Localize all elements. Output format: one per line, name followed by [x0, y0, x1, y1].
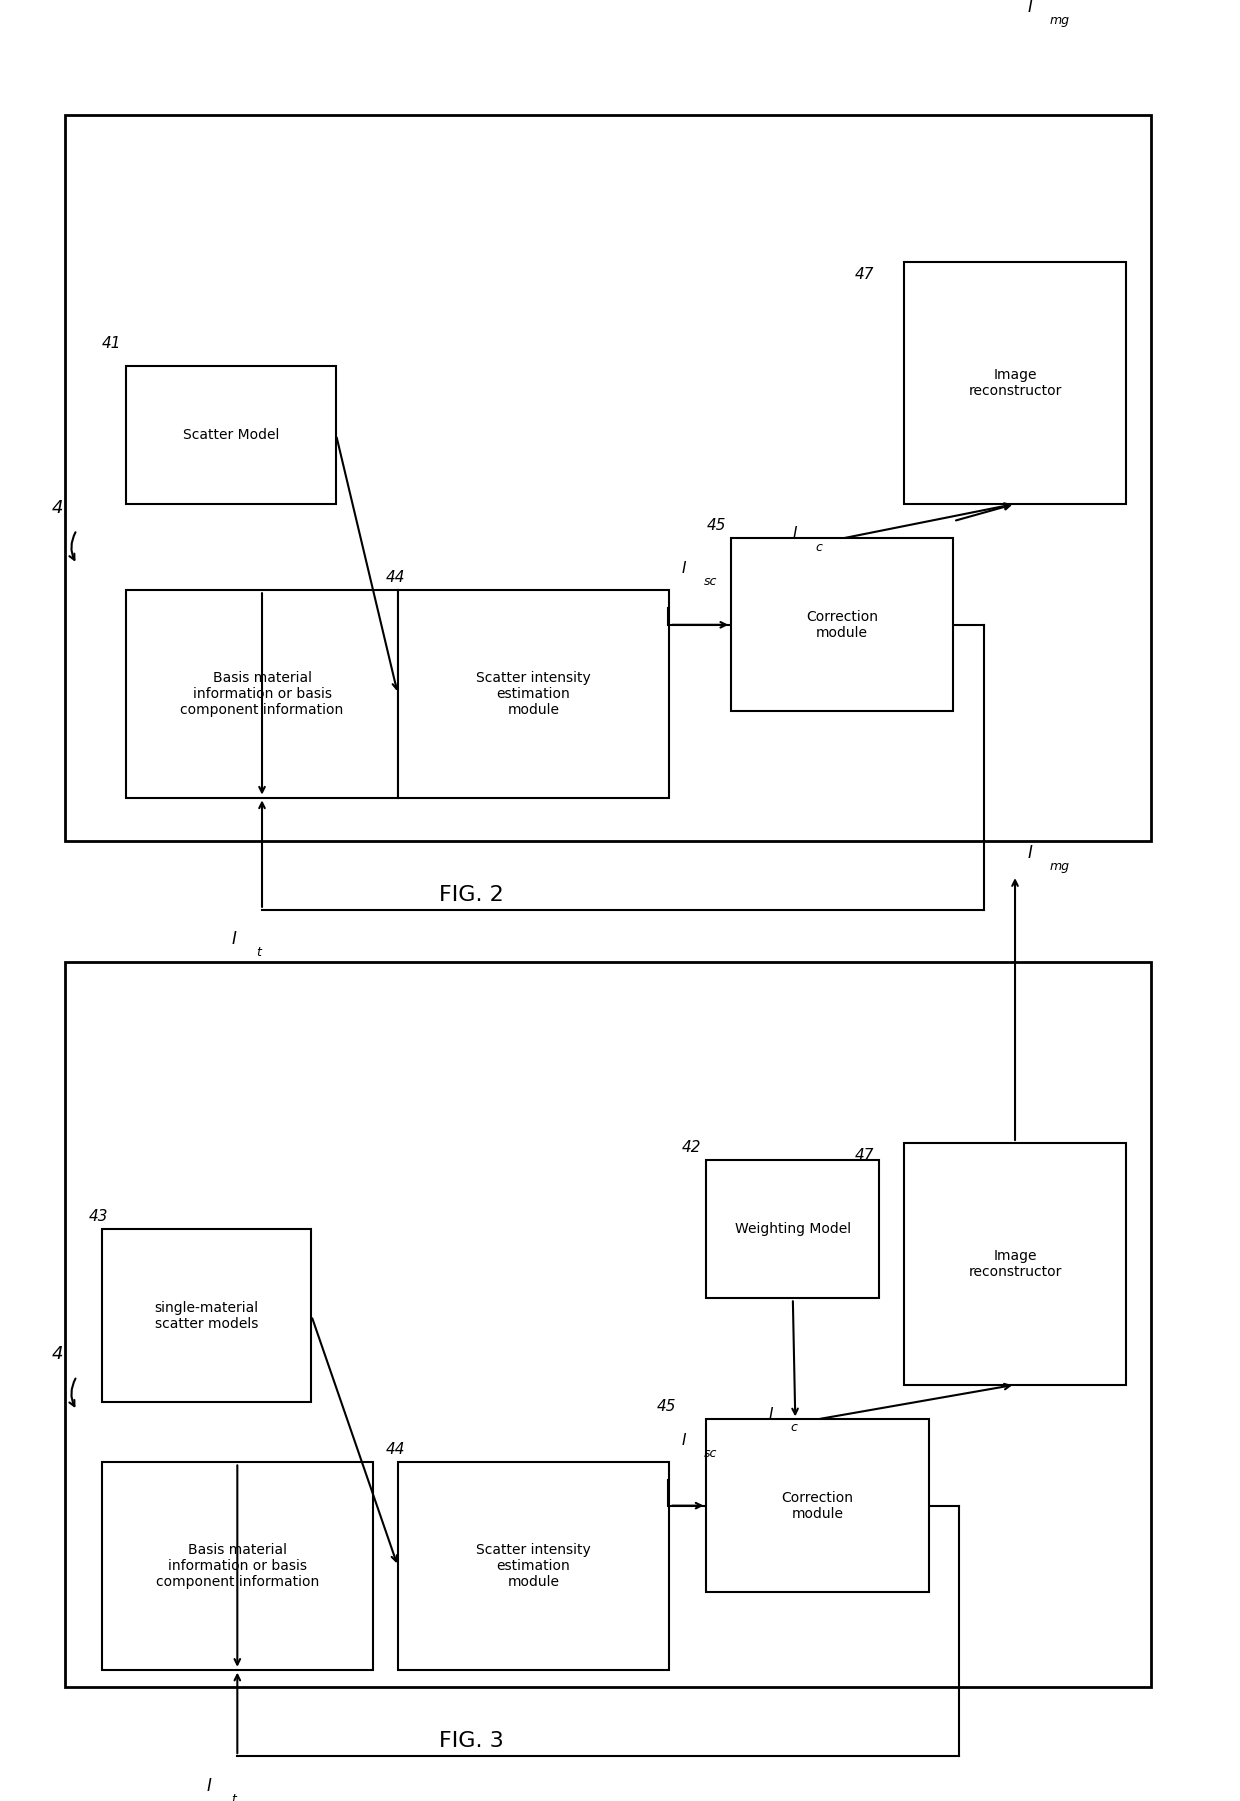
Text: c: c	[790, 1421, 797, 1434]
Text: t: t	[231, 1792, 236, 1801]
Text: 43: 43	[89, 1208, 109, 1223]
FancyBboxPatch shape	[102, 1230, 311, 1401]
Text: 45: 45	[707, 519, 725, 533]
Text: 41: 41	[102, 337, 122, 351]
Text: I: I	[1028, 845, 1032, 863]
Text: sc: sc	[704, 1448, 717, 1461]
FancyBboxPatch shape	[707, 1160, 879, 1299]
Text: FIG. 3: FIG. 3	[439, 1731, 505, 1751]
Text: c: c	[815, 540, 822, 553]
Text: 4: 4	[52, 499, 63, 517]
Text: Scatter Model: Scatter Model	[184, 429, 279, 441]
Text: 45: 45	[657, 1399, 677, 1414]
FancyBboxPatch shape	[126, 591, 398, 798]
FancyBboxPatch shape	[904, 263, 1126, 504]
Text: Basis material
information or basis
component information: Basis material information or basis comp…	[156, 1543, 319, 1588]
Text: Image
reconstructor: Image reconstructor	[968, 367, 1061, 398]
Text: I: I	[1028, 0, 1032, 16]
Text: Scatter intensity
estimation
module: Scatter intensity estimation module	[476, 1543, 591, 1588]
Text: 44: 44	[386, 569, 405, 585]
FancyBboxPatch shape	[904, 1144, 1126, 1385]
Text: single-material
scatter models: single-material scatter models	[155, 1300, 258, 1331]
Text: 47: 47	[854, 1149, 874, 1163]
Text: Scatter intensity
estimation
module: Scatter intensity estimation module	[476, 670, 591, 717]
FancyBboxPatch shape	[126, 366, 336, 504]
FancyBboxPatch shape	[102, 1462, 373, 1670]
Text: sc: sc	[704, 575, 717, 589]
Text: 42: 42	[682, 1140, 702, 1154]
Text: I: I	[682, 1434, 686, 1448]
Text: I: I	[207, 1776, 211, 1794]
Text: I: I	[768, 1407, 773, 1423]
Text: Correction
module: Correction module	[806, 611, 878, 639]
Text: 4: 4	[52, 1345, 63, 1363]
Text: 47: 47	[854, 267, 874, 283]
Text: I: I	[792, 526, 797, 542]
Text: Image
reconstructor: Image reconstructor	[968, 1248, 1061, 1279]
Text: I: I	[231, 931, 236, 949]
FancyBboxPatch shape	[732, 538, 954, 711]
Text: mg: mg	[1049, 14, 1070, 27]
FancyBboxPatch shape	[398, 591, 670, 798]
FancyBboxPatch shape	[707, 1419, 929, 1592]
Text: Basis material
information or basis
component information: Basis material information or basis comp…	[180, 670, 343, 717]
Text: 44: 44	[386, 1443, 405, 1457]
Text: Weighting Model: Weighting Model	[735, 1223, 851, 1235]
FancyBboxPatch shape	[398, 1462, 670, 1670]
Text: FIG. 2: FIG. 2	[439, 884, 505, 906]
Text: I: I	[682, 560, 686, 576]
Text: mg: mg	[1049, 861, 1070, 873]
Text: Correction
module: Correction module	[781, 1491, 853, 1520]
Text: t: t	[255, 946, 260, 960]
